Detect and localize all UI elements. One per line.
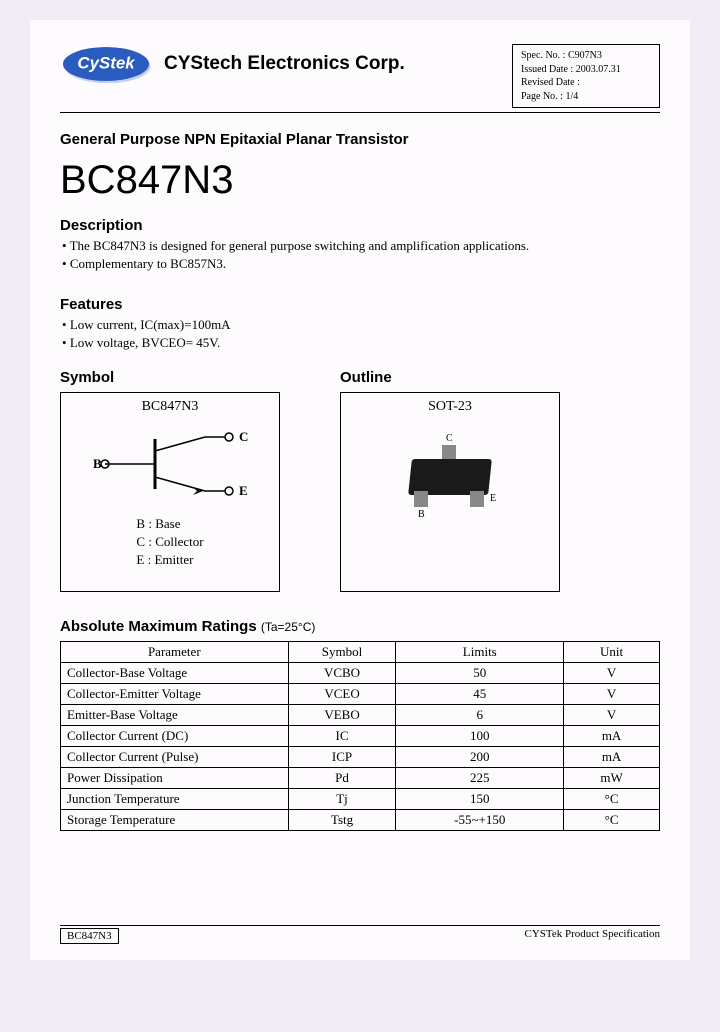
- table-cell: mA: [564, 726, 660, 747]
- amr-heading-text: Absolute Maximum Ratings: [60, 618, 257, 635]
- col-limits: Limits: [396, 642, 564, 663]
- table-cell: mW: [564, 768, 660, 789]
- issued-date: 2003.07.31: [576, 64, 621, 75]
- description-item: The BC847N3 is designed for general purp…: [62, 238, 660, 254]
- amr-heading: Absolute Maximum Ratings (Ta=25°C): [60, 618, 660, 635]
- symbol-column: Symbol BC847N3 B C E: [60, 369, 280, 592]
- table-cell: 225: [396, 768, 564, 789]
- description-item: Complementary to BC857N3.: [62, 256, 660, 272]
- outline-pin-e: E: [490, 493, 496, 504]
- amr-table: Parameter Symbol Limits Unit Collector-B…: [60, 641, 660, 831]
- outline-pin-b: B: [418, 509, 425, 520]
- col-symbol: Symbol: [288, 642, 396, 663]
- table-cell: Tj: [288, 789, 396, 810]
- outline-pin-c: C: [446, 433, 453, 444]
- col-unit: Unit: [564, 642, 660, 663]
- table-cell: 6: [396, 705, 564, 726]
- table-cell: ICP: [288, 747, 396, 768]
- table-row: Emitter-Base VoltageVEBO6V: [61, 705, 660, 726]
- pin-legend: B : Base C : Collector E : Emitter: [136, 515, 203, 570]
- table-cell: VCEO: [288, 684, 396, 705]
- description-list: The BC847N3 is designed for general purp…: [62, 238, 660, 272]
- table-cell: Collector Current (DC): [61, 726, 289, 747]
- table-cell: mA: [564, 747, 660, 768]
- pin-e: E : Emitter: [136, 551, 203, 569]
- features-list: Low current, IC(max)=100mA Low voltage, …: [62, 317, 660, 351]
- issued-label: Issued Date :: [521, 63, 573, 77]
- table-cell: Collector Current (Pulse): [61, 747, 289, 768]
- table-cell: VCBO: [288, 663, 396, 684]
- outline-heading: Outline: [340, 369, 560, 386]
- amr-condition: (Ta=25°C): [261, 620, 316, 634]
- logo-block: CyStek CYStech Electronics Corp.: [60, 44, 405, 84]
- pin-c: C : Collector: [136, 533, 203, 551]
- table-cell: °C: [564, 810, 660, 831]
- table-cell: V: [564, 684, 660, 705]
- features-heading: Features: [60, 296, 660, 313]
- datasheet-page: CyStek CYStech Electronics Corp. Spec. N…: [30, 20, 690, 960]
- revised-label: Revised Date :: [521, 76, 580, 90]
- table-cell: -55~+150: [396, 810, 564, 831]
- table-cell: 200: [396, 747, 564, 768]
- spec-no-label: Spec. No. :: [521, 49, 565, 63]
- col-parameter: Parameter: [61, 642, 289, 663]
- table-row: Collector-Emitter VoltageVCEO45V: [61, 684, 660, 705]
- svg-text:E: E: [239, 483, 248, 498]
- table-cell: IC: [288, 726, 396, 747]
- table-cell: Pd: [288, 768, 396, 789]
- table-row: Power DissipationPd225mW: [61, 768, 660, 789]
- table-cell: Tstg: [288, 810, 396, 831]
- page-no: 1/4: [565, 91, 578, 102]
- outline-column: Outline SOT-23 C B E: [340, 369, 560, 592]
- features-item: Low current, IC(max)=100mA: [62, 317, 660, 333]
- table-cell: Storage Temperature: [61, 810, 289, 831]
- table-cell: 100: [396, 726, 564, 747]
- spec-box: Spec. No. : C907N3 Issued Date : 2003.07…: [512, 44, 660, 108]
- table-cell: °C: [564, 789, 660, 810]
- table-cell: V: [564, 663, 660, 684]
- table-row: Collector Current (DC)IC100mA: [61, 726, 660, 747]
- page-label: Page No. :: [521, 90, 563, 104]
- table-cell: 50: [396, 663, 564, 684]
- table-cell: Power Dissipation: [61, 768, 289, 789]
- outline-box: SOT-23 C B E: [340, 392, 560, 592]
- table-cell: VEBO: [288, 705, 396, 726]
- table-header-row: Parameter Symbol Limits Unit: [61, 642, 660, 663]
- symbol-outline-row: Symbol BC847N3 B C E: [60, 369, 660, 592]
- company-name: CYStech Electronics Corp.: [164, 53, 405, 75]
- description-heading: Description: [60, 217, 660, 234]
- table-cell: Collector-Emitter Voltage: [61, 684, 289, 705]
- symbol-heading: Symbol: [60, 369, 280, 386]
- table-row: Junction TemperatureTj150°C: [61, 789, 660, 810]
- table-cell: 150: [396, 789, 564, 810]
- sot23-package-icon: C B E: [390, 439, 510, 529]
- table-cell: V: [564, 705, 660, 726]
- symbol-box: BC847N3 B C E B : Base: [60, 392, 280, 592]
- pin-b: B : Base: [136, 515, 203, 533]
- table-cell: Emitter-Base Voltage: [61, 705, 289, 726]
- symbol-label: BC847N3: [142, 399, 199, 415]
- outline-label: SOT-23: [428, 399, 472, 415]
- doc-title: General Purpose NPN Epitaxial Planar Tra…: [60, 131, 660, 148]
- footer: BC847N3 CYSTek Product Specification: [60, 925, 660, 944]
- spec-no: C907N3: [568, 50, 602, 61]
- svg-text:C: C: [239, 429, 248, 444]
- table-row: Collector-Base VoltageVCBO50V: [61, 663, 660, 684]
- footer-right: CYSTek Product Specification: [525, 928, 661, 944]
- footer-left: BC847N3: [60, 928, 119, 944]
- svg-text:B: B: [93, 456, 102, 471]
- cystek-logo-icon: CyStek: [60, 44, 152, 84]
- features-item: Low voltage, BVCEO= 45V.: [62, 335, 660, 351]
- part-number: BC847N3: [60, 158, 660, 203]
- table-row: Storage TemperatureTstg-55~+150°C: [61, 810, 660, 831]
- table-row: Collector Current (Pulse)ICP200mA: [61, 747, 660, 768]
- table-cell: Collector-Base Voltage: [61, 663, 289, 684]
- header: CyStek CYStech Electronics Corp. Spec. N…: [60, 44, 660, 113]
- table-cell: Junction Temperature: [61, 789, 289, 810]
- svg-text:CyStek: CyStek: [77, 54, 136, 73]
- transistor-symbol-icon: B C E: [85, 419, 255, 509]
- table-cell: 45: [396, 684, 564, 705]
